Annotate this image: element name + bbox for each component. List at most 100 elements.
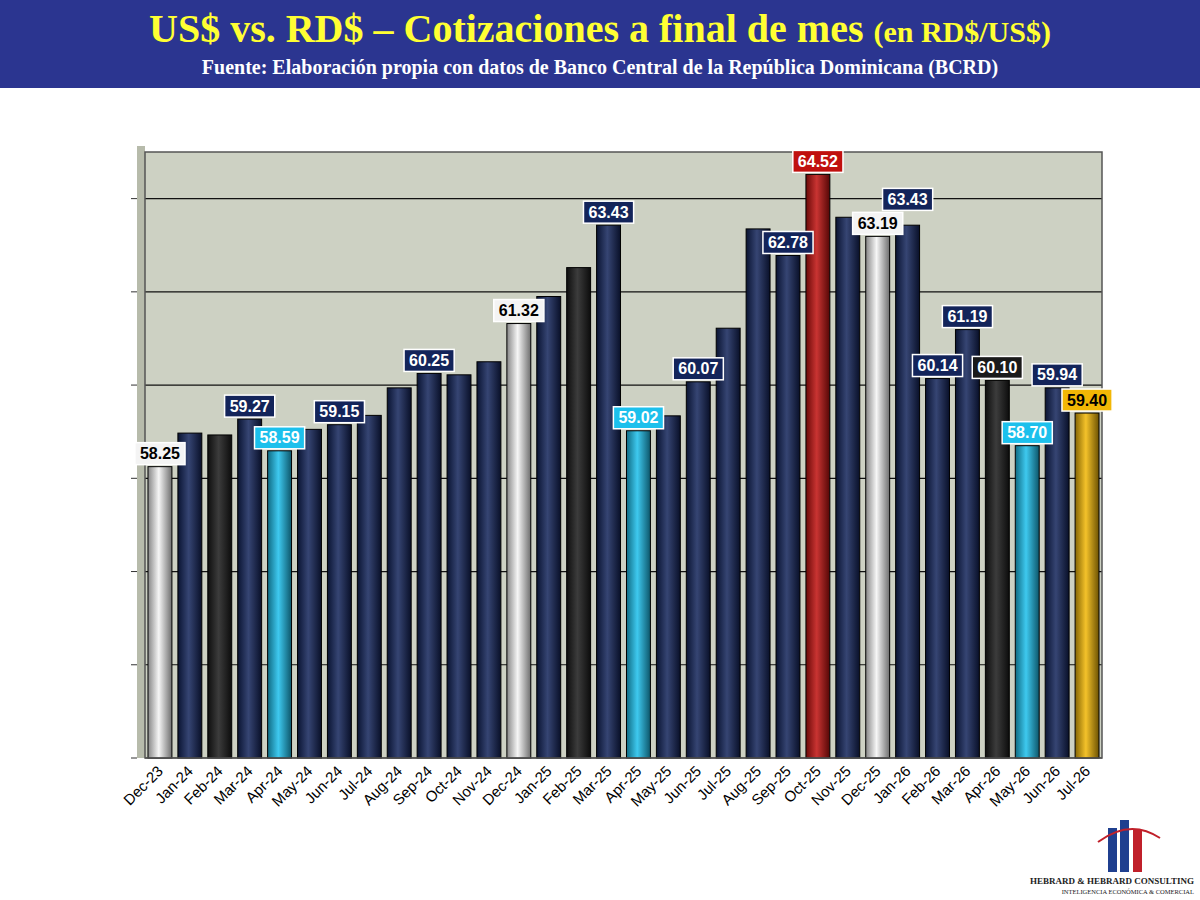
logo-icon	[1120, 820, 1129, 872]
subtitle: Fuente: Elaboración propia con datos de …	[202, 56, 998, 79]
data-label-box	[225, 395, 275, 417]
bar	[327, 425, 351, 758]
logo-icon	[1098, 829, 1160, 842]
data-label-text: 58.25	[140, 445, 180, 462]
title-unit: (en RD$/US$)	[873, 15, 1051, 49]
y-tick	[131, 664, 137, 665]
data-label-text: 62.78	[768, 234, 808, 251]
data-label-box	[135, 443, 185, 465]
data-label-text: 58.70	[1007, 424, 1047, 441]
data-label-text: 63.43	[589, 204, 629, 221]
title: US$ vs. RD$ – Cotizaciones a final de me…	[149, 6, 1051, 51]
data-label-box	[972, 356, 1022, 378]
data-label-box	[1032, 364, 1082, 386]
data-label-box	[883, 188, 933, 210]
y-tick	[131, 758, 137, 759]
data-label-box	[404, 349, 454, 371]
data-label-text: 58.59	[260, 429, 300, 446]
y-tick	[131, 478, 137, 479]
bar	[417, 373, 441, 758]
data-label-box	[1002, 422, 1052, 444]
data-label: 60.25	[404, 349, 454, 371]
data-label: 58.25	[135, 443, 185, 465]
bar	[597, 225, 621, 758]
data-label: 59.02	[613, 407, 663, 429]
data-label: 59.15	[314, 401, 364, 423]
data-label: 59.27	[225, 395, 275, 417]
bar	[1075, 413, 1099, 758]
data-label-box	[673, 358, 723, 380]
data-label-text: 61.19	[947, 308, 987, 325]
data-label: 58.70	[1002, 422, 1052, 444]
data-label: 64.52	[793, 150, 843, 172]
plot-frame	[145, 152, 1102, 758]
y-tick	[131, 571, 137, 572]
title-main: US$ vs. RD$ – Cotizaciones a final de me…	[149, 6, 873, 51]
data-label-text: 59.15	[319, 403, 359, 420]
bar	[626, 431, 650, 758]
data-label-text: 64.52	[798, 153, 838, 170]
x-tick-label: Jun-26	[1019, 762, 1063, 806]
bar	[507, 324, 531, 758]
data-label: 63.43	[883, 188, 933, 210]
bar	[567, 268, 591, 758]
data-label-box	[255, 427, 305, 449]
data-label-box	[1062, 389, 1112, 411]
data-label: 61.32	[494, 300, 544, 322]
bar	[955, 330, 979, 758]
data-label: 60.07	[673, 358, 723, 380]
bar	[178, 433, 202, 758]
data-label-box	[494, 300, 544, 322]
data-label: 60.14	[912, 355, 962, 377]
data-label: 63.19	[853, 212, 903, 234]
data-label-box	[314, 401, 364, 423]
data-label: 59.94	[1032, 364, 1082, 386]
data-label-text: 60.14	[917, 357, 957, 374]
logo-text: INTELIGENCIA ECONÓMICA & COMERCIAL	[1062, 888, 1194, 895]
data-label-box	[793, 150, 843, 172]
bar	[537, 297, 561, 758]
data-label-text: 59.27	[230, 398, 270, 415]
y-tick	[131, 198, 137, 199]
bar	[806, 174, 830, 758]
bar	[477, 362, 501, 758]
grid-line	[145, 198, 1102, 199]
data-label-box	[583, 201, 633, 223]
data-label-text: 59.02	[618, 409, 658, 426]
logo-icon	[1133, 830, 1142, 872]
data-label-text: 60.10	[977, 359, 1017, 376]
bar	[238, 419, 262, 758]
bar	[208, 435, 232, 758]
grid-line	[145, 291, 1102, 292]
logo: HEBRARD & HEBRARD CONSULTINGINTELIGENCIA…	[1030, 820, 1194, 895]
bar	[746, 229, 770, 758]
bar	[148, 467, 172, 758]
bar	[926, 379, 950, 758]
data-label: 62.78	[763, 231, 813, 253]
bar	[656, 416, 680, 758]
x-tick-label: Jul-26	[1052, 762, 1093, 803]
data-label: 59.40	[1062, 389, 1112, 411]
data-label-text: 59.40	[1067, 392, 1107, 409]
data-label-text: 63.19	[858, 215, 898, 232]
y-tick	[131, 385, 137, 386]
data-label: 63.43	[583, 201, 633, 223]
data-label: 58.59	[255, 427, 305, 449]
x-tick-label: Jun-25	[660, 762, 704, 806]
data-label-box	[912, 355, 962, 377]
header-band	[0, 0, 1200, 88]
bar	[387, 388, 411, 758]
bar	[836, 217, 860, 758]
plot-background	[145, 152, 1102, 758]
y-tick	[131, 291, 137, 292]
data-label: 60.10	[972, 356, 1022, 378]
bar	[896, 225, 920, 758]
bar	[357, 415, 381, 758]
data-label-text: 60.25	[409, 352, 449, 369]
bar	[447, 375, 471, 758]
bar	[1015, 446, 1039, 758]
bar	[268, 451, 292, 758]
data-label-box	[853, 212, 903, 234]
x-tick-label: Jun-24	[301, 762, 345, 806]
data-label-box	[613, 407, 663, 429]
